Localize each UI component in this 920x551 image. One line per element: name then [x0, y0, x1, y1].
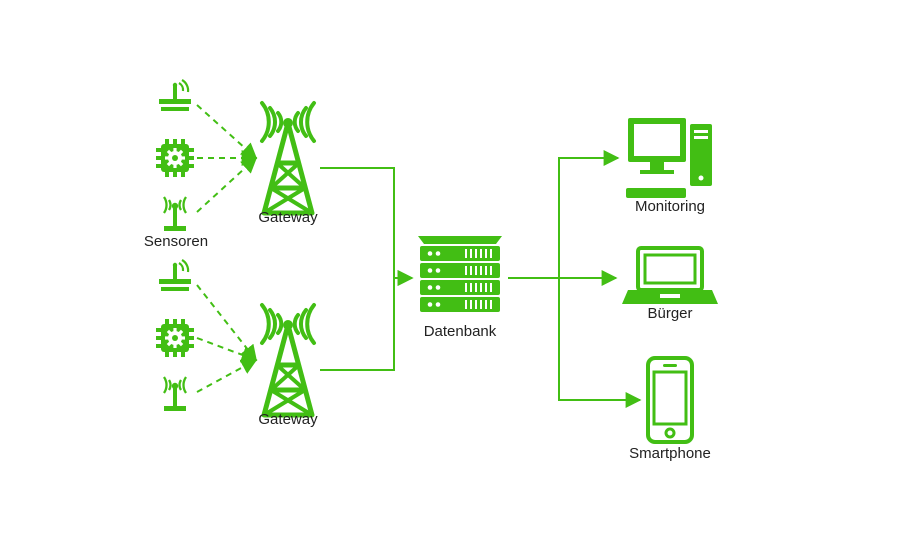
- monitoring-pc-icon: [626, 118, 712, 198]
- sensor-antenna-icon: [164, 377, 186, 411]
- sensor-router-icon: [159, 80, 191, 111]
- citizens-label: Bürger: [620, 305, 720, 322]
- diagram-canvas: [0, 0, 920, 551]
- laptop-icon: [622, 248, 718, 304]
- gateway-tower-icon: [262, 305, 314, 415]
- database-server-icon: [418, 236, 502, 312]
- gateway2-label: Gateway: [243, 411, 333, 428]
- sensor-chip-icon: [156, 139, 194, 177]
- database-label: Datenbank: [410, 323, 510, 340]
- gateway-tower-icon: [262, 103, 314, 213]
- sensors-label: Sensoren: [131, 233, 221, 250]
- sensor-antenna-icon: [164, 197, 186, 231]
- smartphone-label: Smartphone: [610, 445, 730, 462]
- sensor-router-icon: [159, 260, 191, 291]
- sensor-chip-icon: [156, 319, 194, 357]
- gateway1-label: Gateway: [243, 209, 333, 226]
- smartphone-icon: [648, 358, 692, 442]
- monitoring-label: Monitoring: [615, 198, 725, 215]
